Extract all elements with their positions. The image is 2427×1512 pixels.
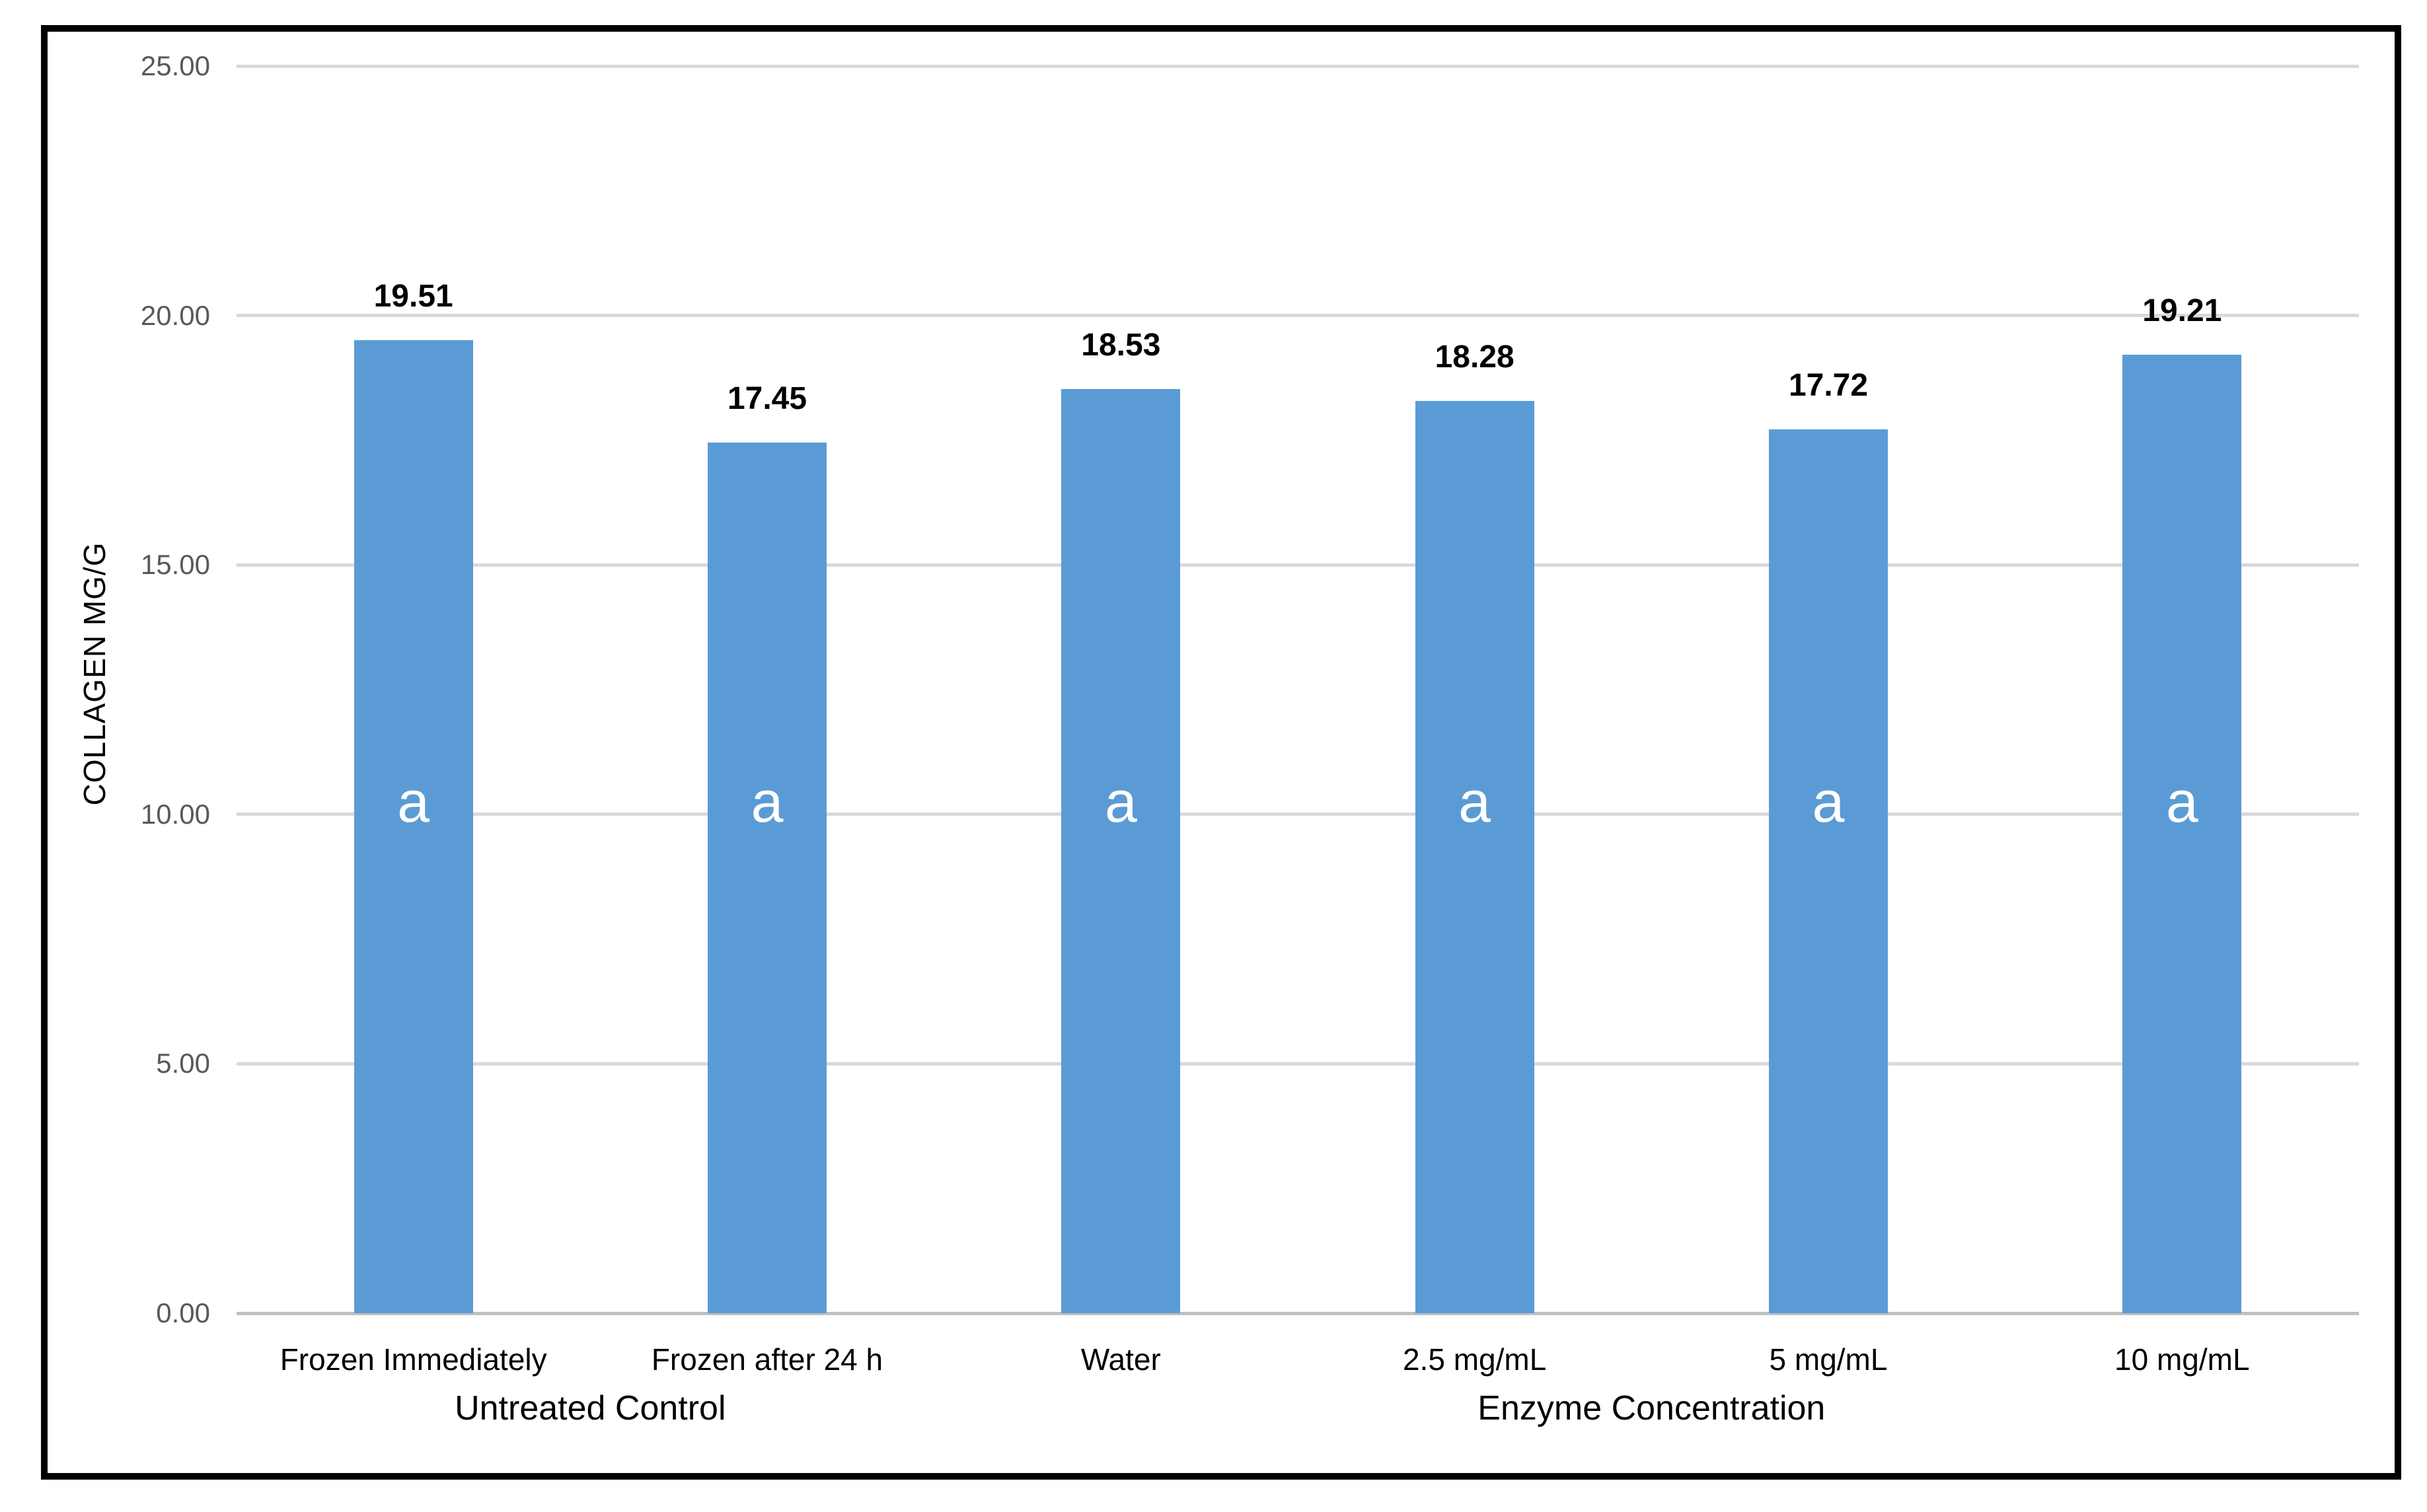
gridline (237, 563, 2359, 567)
bar (2122, 355, 2242, 1313)
bar-value-label: 18.28 (1435, 340, 1514, 375)
y-axis-tick-label: 5.00 (156, 1048, 210, 1079)
y-axis-tick-label: 25.00 (140, 50, 210, 81)
bar-letter-annotation: a (2165, 768, 2198, 834)
category-label: 5 mg/mL (1769, 1342, 1888, 1377)
y-axis-tick-label: 20.00 (140, 299, 210, 331)
bar-value-label: 18.53 (1081, 327, 1161, 363)
bar-letter-annotation: a (1812, 768, 1845, 834)
group-label: Enzyme Concentration (1477, 1389, 1826, 1427)
y-axis-tick-label: 0.00 (156, 1297, 210, 1328)
category-label: Water (1080, 1342, 1161, 1377)
x-axis-line (237, 1311, 2359, 1315)
gridline (237, 64, 2359, 68)
bar (354, 340, 473, 1313)
gridline (237, 314, 2359, 318)
bar (1415, 401, 1534, 1313)
bar-value-label: 19.51 (373, 278, 453, 314)
bar-letter-annotation: a (1104, 768, 1137, 834)
category-label: 2.5 mg/mL (1403, 1342, 1547, 1377)
gridline (237, 1062, 2359, 1065)
bar-value-label: 17.72 (1788, 367, 1869, 403)
category-label: Frozen after 24 h (651, 1342, 883, 1377)
category-label: Frozen Immediately (280, 1342, 547, 1377)
bar-letter-annotation: a (1458, 768, 1491, 834)
bar (1061, 388, 1181, 1313)
group-label: Untreated Control (455, 1389, 726, 1427)
bar (1769, 429, 1888, 1313)
bar-letter-annotation: a (751, 768, 784, 834)
category-label: 10 mg/mL (2114, 1342, 2250, 1377)
bar (708, 443, 827, 1313)
gridline (237, 812, 2359, 816)
bar-value-label: 19.21 (2142, 293, 2222, 329)
bar-letter-annotation: a (397, 768, 430, 834)
y-axis-tick-label: 10.00 (140, 798, 210, 830)
y-axis-tick-label: 15.00 (140, 549, 210, 581)
bar-value-label: 17.45 (727, 381, 807, 417)
